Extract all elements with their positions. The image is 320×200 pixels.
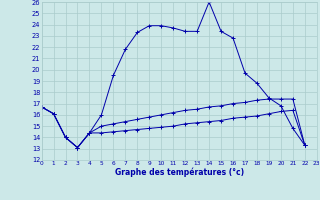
X-axis label: Graphe des températures (°c): Graphe des températures (°c) xyxy=(115,168,244,177)
